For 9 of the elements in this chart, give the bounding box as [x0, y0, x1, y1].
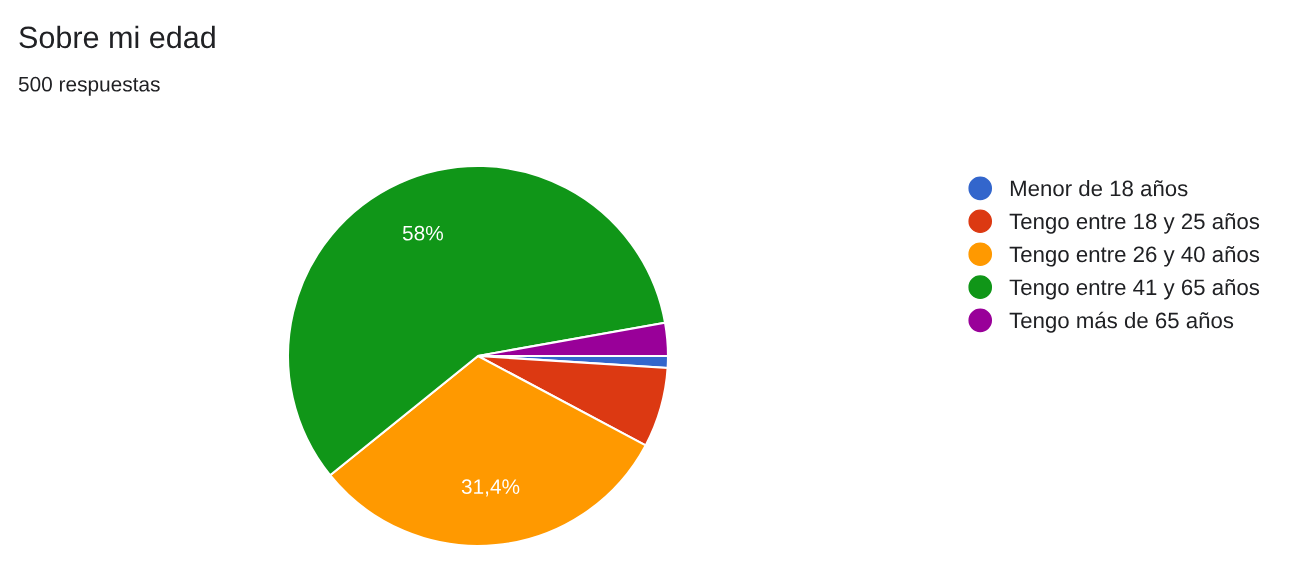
- legend-label: Tengo más de 65 años: [1009, 311, 1234, 333]
- data-label: 31,4%: [461, 479, 520, 497]
- chart-title: Sobre mi edad: [19, 25, 215, 49]
- data-label: 58%: [402, 225, 443, 241]
- legend-label: Tengo entre 41 y 65 años: [1009, 278, 1260, 300]
- legend-label: Menor de 18 años: [1010, 180, 1188, 197]
- text: 500 respuestas: [18, 76, 160, 96]
- legend-label: Tengo entre 26 y 40 años: [1009, 246, 1260, 267]
- legend-label: Tengo entre 18 y 25 años: [1009, 213, 1260, 234]
